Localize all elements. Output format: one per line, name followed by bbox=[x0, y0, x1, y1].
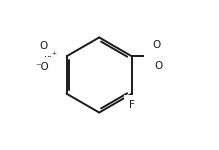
Text: O: O bbox=[154, 61, 162, 72]
Text: ⁻O: ⁻O bbox=[35, 62, 49, 72]
Text: O: O bbox=[39, 40, 47, 51]
Text: F: F bbox=[129, 100, 135, 110]
Text: O: O bbox=[152, 40, 161, 50]
Text: N⁺: N⁺ bbox=[44, 51, 57, 61]
